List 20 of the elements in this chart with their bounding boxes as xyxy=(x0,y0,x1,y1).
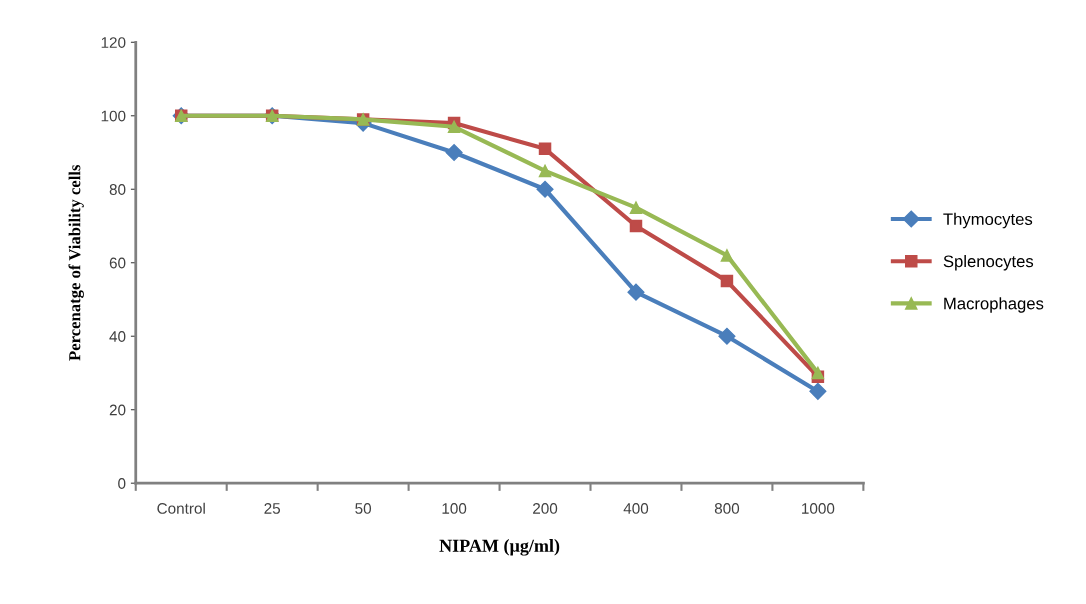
y-tick-label: 20 xyxy=(109,404,126,416)
x-tick-label: 400 xyxy=(623,503,649,514)
legend-label: Macrophages xyxy=(944,297,1044,313)
legend-label: Thymocytes xyxy=(943,212,1033,229)
x-tick-label: 100 xyxy=(442,503,467,514)
x-tick-label: 25 xyxy=(264,503,281,514)
y-tick-label: 120 xyxy=(101,37,126,48)
x-tick-label: 50 xyxy=(355,503,372,514)
y-tick-label: 40 xyxy=(109,331,126,342)
y-tick-label: 80 xyxy=(109,184,126,195)
x-tick-label: 1000 xyxy=(802,503,835,514)
x-tick-label: Control xyxy=(157,502,205,514)
y-tick-label: 100 xyxy=(101,110,126,122)
y-tick-label: 0 xyxy=(118,478,126,489)
x-axis-title: NIPAM (µg/ml) xyxy=(439,539,560,556)
y-tick-label: 60 xyxy=(109,257,126,269)
y-axis-title: Percenatge of Viability cells xyxy=(68,164,84,361)
x-tick-label: 200 xyxy=(533,503,558,514)
legend-label: Splenocytes xyxy=(943,254,1034,271)
x-tick-label: 800 xyxy=(714,503,740,514)
